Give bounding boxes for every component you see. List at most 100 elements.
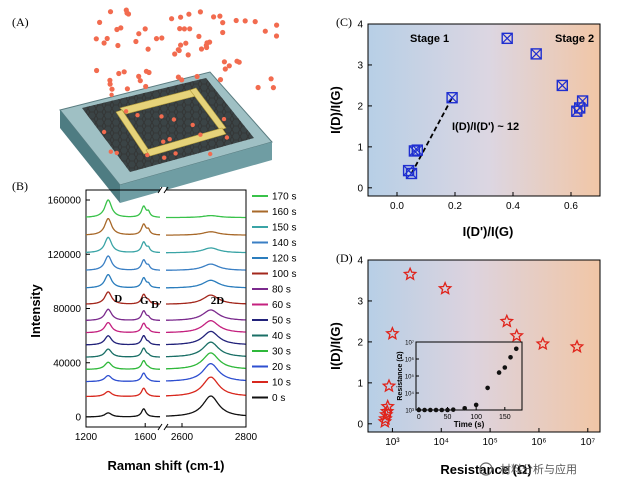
inset-point — [508, 355, 513, 360]
point-cross — [501, 32, 513, 44]
particle-dot — [207, 39, 213, 45]
spectrum-curve-right — [165, 395, 246, 417]
adsorbed-dot — [135, 113, 140, 118]
particle-dot — [242, 18, 248, 24]
y-axis-label-c: I(D)/I(G) — [328, 86, 343, 134]
spectrum-curve-right — [166, 279, 246, 289]
particle-dot — [196, 33, 202, 40]
x-tick-label-c: 0.6 — [564, 201, 578, 212]
y-axis-label-d: I(D)/I(G) — [328, 322, 343, 370]
adsorbed-dot — [224, 135, 230, 140]
point-cross — [446, 92, 458, 104]
spectrum-curve-right — [166, 320, 246, 334]
panel-label-c: (C) — [336, 15, 352, 29]
axes-d: 10³ 10⁴ 10⁵ 10⁶ 10⁷ 0 1 2 3 4 — [357, 256, 595, 449]
particle-dot — [133, 38, 139, 45]
x-tick-label-c: 0.2 — [448, 201, 462, 212]
particle-dot — [118, 25, 124, 31]
peak-label: 2D — [211, 295, 225, 307]
x-tick-label-c: 0.4 — [506, 201, 520, 212]
particle-dot — [217, 13, 223, 19]
inset-y-tick-label: 10⁵ — [405, 374, 415, 381]
adsorbed-dot — [162, 155, 167, 160]
y-tick-label-d: 4 — [357, 256, 363, 267]
particle-dot — [194, 73, 200, 80]
watermark-text: 材料分析与应用 — [500, 462, 577, 476]
stage-background-d — [368, 260, 600, 432]
y-tick-label-b: 40000 — [53, 358, 81, 369]
star-marker — [380, 398, 396, 413]
particle-dot — [181, 26, 187, 32]
particle-dot — [268, 76, 274, 82]
particle-dot — [169, 16, 175, 22]
panel-a-illustration: (A) — [12, 7, 280, 203]
point-marker — [576, 95, 589, 107]
particle-dot — [211, 14, 217, 20]
point-cross — [574, 102, 586, 114]
y-axis-b: 0 40000 80000 120000 160000 — [48, 196, 90, 424]
particle-dot — [114, 26, 120, 33]
particle-dot — [124, 86, 130, 92]
spectrum-curve-right — [166, 231, 246, 236]
particle-dot — [153, 36, 160, 42]
x-tick-label-b: 1600 — [134, 432, 157, 443]
particle-dot — [143, 68, 149, 74]
star-marker — [378, 407, 394, 422]
panel-c-chart: (C) 0.0 0.2 0.4 0.6 0 1 2 3 4 Stage 1 Stage 2 I(… — [328, 15, 601, 239]
panel-label-d: (D) — [336, 251, 353, 265]
stage-2-label: Stage 2 — [555, 33, 594, 45]
inset-point — [422, 407, 427, 413]
peak-label: G — [140, 295, 149, 307]
inset-point — [496, 370, 502, 375]
particle-dot — [270, 85, 276, 91]
inset-x-tick-label: 50 — [444, 414, 452, 421]
star-marker — [509, 328, 525, 342]
legend-label: 160 s — [272, 207, 296, 218]
legend-label: 150 s — [272, 223, 296, 234]
point-marker — [446, 92, 458, 104]
adsorbed-dot — [171, 117, 177, 122]
panel-b-chart: (B) 0 40000 80000 120000 160000 1200 1600 2600… — [12, 179, 296, 473]
point-marker — [571, 105, 583, 117]
y-tick-label-d: 0 — [357, 419, 363, 430]
point-marker — [574, 102, 586, 114]
adsorbed-dot — [190, 122, 195, 128]
particle-dot — [177, 26, 183, 32]
adsorbed-dot — [159, 114, 164, 119]
peak-labels: D G D' 2D — [114, 293, 224, 311]
star-marker — [535, 336, 551, 351]
axes-c: 0.0 0.2 0.4 0.6 0 1 2 3 4 — [357, 20, 578, 213]
plot-frame-b — [85, 189, 247, 428]
particle-dot — [273, 33, 280, 39]
inset-x-tick-label: 0 — [417, 414, 421, 421]
inset-point — [462, 406, 468, 411]
plasma-particles — [93, 7, 280, 160]
star-marker — [569, 339, 585, 354]
particle-dot — [217, 77, 224, 83]
legend-label: 0 s — [272, 393, 285, 404]
spectrum-curve-right — [166, 214, 246, 219]
particle-dot — [222, 66, 228, 72]
x-tick-label-b: 2800 — [235, 432, 258, 443]
point-marker — [556, 79, 568, 92]
stage-1-label: Stage 1 — [410, 33, 449, 45]
legend-label: 30 s — [272, 347, 291, 358]
spectrum-curve-left — [86, 274, 160, 289]
adsorbed-dot — [108, 149, 114, 154]
adsorbed-dot — [109, 92, 114, 98]
x-tick-label-d: 10⁵ — [482, 437, 497, 448]
plot-frame-d — [367, 259, 601, 433]
y-tick-label-d: 3 — [357, 296, 363, 307]
spectrum-curve-left — [86, 347, 160, 358]
spectrum-curve-right — [166, 247, 246, 254]
legend-label: 80 s — [272, 285, 291, 296]
axis-break-mark — [157, 186, 163, 194]
y-tick-label-c: 2 — [357, 101, 363, 112]
particle-dot — [220, 20, 226, 26]
adsorbed-dot — [114, 150, 120, 156]
legend-label: 170 s — [272, 192, 296, 203]
spectrum-curve-left — [86, 387, 160, 398]
substrate-front-side — [120, 142, 272, 203]
spectrum-curve-right — [165, 341, 246, 358]
x-tick-label-d: 10⁷ — [580, 437, 595, 448]
